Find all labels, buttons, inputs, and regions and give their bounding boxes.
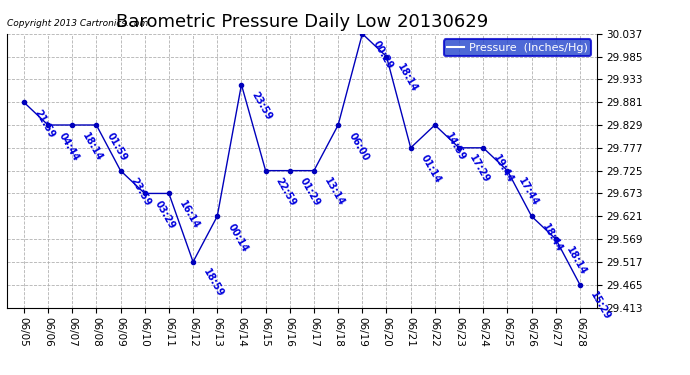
Text: 18:14: 18:14: [564, 244, 589, 277]
Text: 23:59: 23:59: [250, 90, 274, 122]
Text: 18:44: 18:44: [540, 222, 564, 254]
Text: 13:14: 13:14: [322, 176, 346, 208]
Text: 14:59: 14:59: [443, 130, 467, 162]
Text: 01:14: 01:14: [419, 153, 443, 185]
Text: 15:29: 15:29: [589, 290, 613, 322]
Text: 17:29: 17:29: [467, 153, 491, 185]
Legend: Pressure  (Inches/Hg): Pressure (Inches/Hg): [444, 39, 591, 56]
Text: 00:14: 00:14: [226, 222, 250, 254]
Title: Barometric Pressure Daily Low 20130629: Barometric Pressure Daily Low 20130629: [116, 13, 488, 31]
Text: 16:14: 16:14: [177, 199, 201, 231]
Text: 18:59: 18:59: [201, 267, 226, 299]
Text: 03:29: 03:29: [153, 199, 177, 231]
Text: Copyright 2013 Cartronics.com: Copyright 2013 Cartronics.com: [7, 19, 148, 28]
Text: 01:59: 01:59: [105, 130, 129, 162]
Text: 22:59: 22:59: [274, 176, 298, 208]
Text: 23:59: 23:59: [129, 176, 153, 208]
Text: 04:44: 04:44: [57, 130, 81, 162]
Text: 06:00: 06:00: [346, 130, 371, 162]
Text: 17:44: 17:44: [515, 176, 540, 208]
Text: 18:14: 18:14: [81, 130, 105, 162]
Text: 01:29: 01:29: [298, 176, 322, 208]
Text: 19:44: 19:44: [491, 153, 515, 185]
Text: 21:59: 21:59: [32, 108, 57, 140]
Text: 18:14: 18:14: [395, 62, 419, 94]
Text: 00:29: 00:29: [371, 39, 395, 71]
